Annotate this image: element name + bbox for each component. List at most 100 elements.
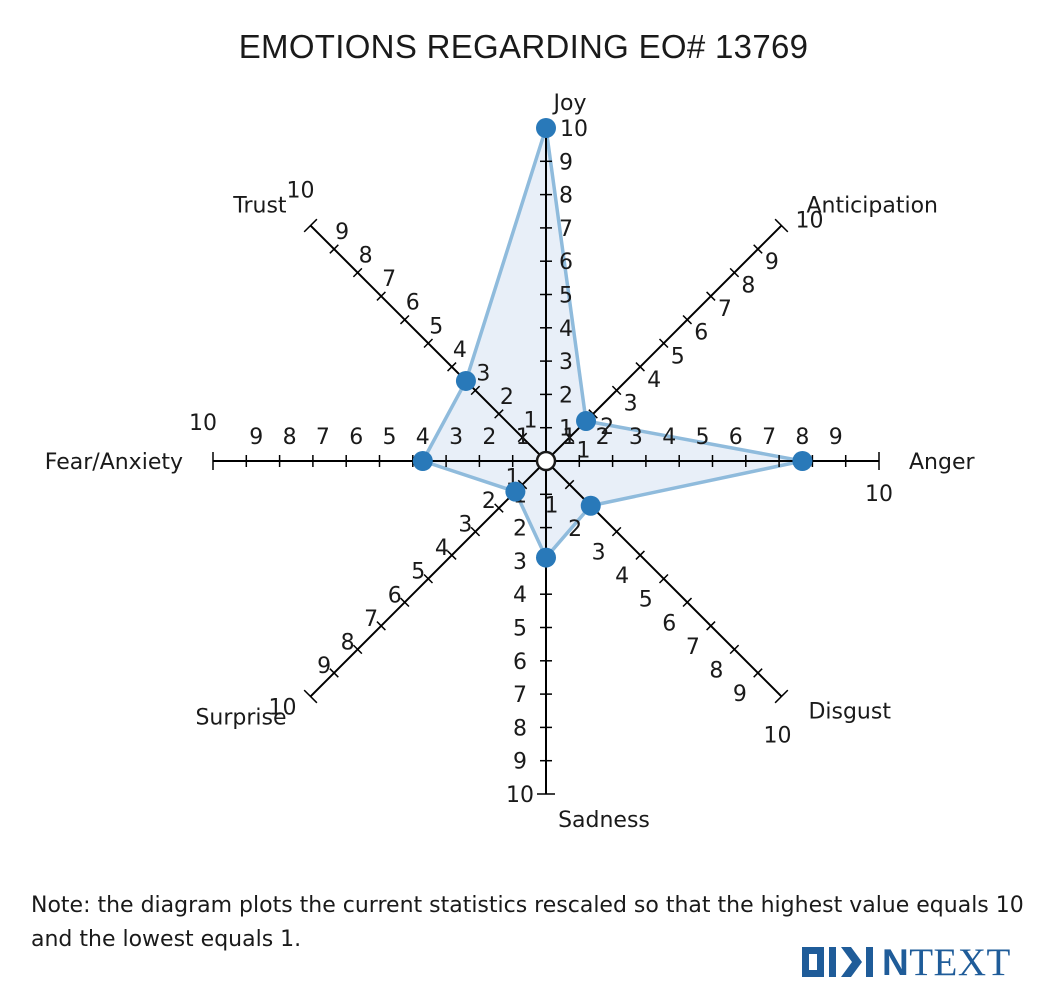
axis-tick (423, 573, 434, 584)
axis-tick (376, 621, 386, 631)
tick-label: 2 (596, 425, 610, 450)
tick-label: 2 (482, 425, 496, 450)
tick-label: 6 (513, 650, 527, 675)
data-point-fear-anxiety (412, 451, 433, 471)
tick-label: 5 (513, 617, 527, 642)
axis-tick (753, 668, 763, 678)
tick-label: 6 (559, 250, 573, 275)
axis-tick (470, 385, 481, 396)
tick-label: 8 (795, 425, 809, 450)
tick-label: 3 (458, 513, 472, 538)
axis-label-sadness: Sadness (558, 808, 650, 833)
axis-tick (494, 409, 504, 419)
tick-label: 7 (559, 217, 573, 242)
logo-mark-icon (802, 947, 873, 977)
axis-tick (376, 291, 386, 301)
tick-label: 3 (629, 425, 643, 450)
axis-tick (564, 479, 575, 490)
chart-title: EMOTIONS REGARDING EO# 13769 (238, 28, 809, 65)
tick-label: 1 (516, 425, 530, 450)
tick-label: 2 (482, 489, 496, 514)
logo-wordmark: NTEXT (882, 940, 1011, 984)
axis-tick (635, 362, 645, 372)
tick-label: 5 (671, 344, 685, 369)
axis-label-disgust: Disgust (808, 699, 891, 724)
data-point-trust (455, 370, 476, 391)
tick-label: 4 (416, 425, 430, 450)
tick-label: 4 (615, 564, 629, 589)
tick-label: 6 (694, 321, 708, 346)
tick-label: 6 (406, 291, 420, 316)
tick-label: 9 (765, 250, 779, 275)
axis-tick (774, 218, 789, 233)
axis-tick (682, 314, 693, 325)
tick-label: 4 (662, 425, 676, 450)
data-point-joy (536, 118, 556, 138)
axis-tick (774, 689, 789, 704)
axis-tick (423, 338, 434, 349)
axis-tick (564, 432, 575, 443)
tick-label: 6 (388, 583, 402, 608)
tick-label: 7 (513, 683, 527, 708)
footnote: Note: the diagram plots the current stat… (31, 893, 1024, 952)
axis-label-anger: Anger (909, 450, 975, 475)
axis-tick (611, 385, 622, 396)
axis-tick (658, 338, 669, 349)
tick-label: 4 (453, 338, 467, 363)
tick-label: 7 (364, 607, 378, 632)
axis-tick (706, 291, 716, 301)
tick-label: 2 (513, 517, 527, 542)
tick-label: 4 (513, 583, 527, 608)
axis-tick (329, 244, 339, 254)
axis-label-trust: Trust (232, 194, 287, 219)
tick-label: 7 (316, 425, 330, 450)
tick-label: 5 (639, 588, 653, 613)
axis-label-fear-anxiety: Fear/Anxiety (45, 450, 183, 475)
axis-tick (399, 597, 410, 608)
tick-label: 3 (449, 425, 463, 450)
tick-label: 3 (476, 361, 490, 386)
tick-label: 3 (624, 391, 638, 416)
axis-label-joy: Joy (552, 91, 587, 116)
axis-label-anticipation: Anticipation (806, 194, 938, 219)
axis-tick (729, 644, 740, 655)
tick-label: 4 (647, 368, 661, 393)
tick-label: 3 (559, 350, 573, 375)
data-point-anger (792, 451, 813, 471)
axis-label-surprise: Surprise (195, 705, 286, 730)
tick-label: 9 (249, 425, 263, 450)
axis-tick (329, 668, 339, 678)
data-point-surprise (505, 481, 526, 502)
tick-label: 10 (506, 783, 534, 808)
tick-label: 2 (500, 385, 514, 410)
tick-label: 7 (382, 267, 396, 292)
axis-tick (494, 503, 504, 513)
tick-label: 6 (349, 425, 363, 450)
axis-tick (352, 644, 363, 655)
origin-marker (535, 450, 557, 472)
tick-label: 10 (287, 179, 315, 204)
axis-tick (682, 597, 693, 608)
tick-label: 9 (335, 220, 349, 245)
axis-tick (611, 526, 622, 537)
tick-label: 1 (545, 494, 559, 519)
axis-tick (352, 267, 363, 278)
axis-tick (517, 432, 528, 443)
axis-tick (399, 314, 410, 325)
axis-tick (729, 267, 740, 278)
tick-label: 8 (741, 274, 755, 299)
data-point-sadness (536, 547, 556, 568)
tick-label: 6 (729, 425, 743, 450)
brand-logo: NTEXT (800, 940, 1011, 984)
tick-label: 3 (592, 541, 606, 566)
tick-label: 10 (189, 411, 217, 436)
tick-label: 5 (429, 314, 443, 339)
axis-tick (470, 526, 481, 537)
tick-label: 9 (513, 750, 527, 775)
axis-tick (706, 621, 716, 631)
tick-label: 2 (568, 517, 582, 542)
data-point-disgust (580, 495, 601, 516)
tick-label: 7 (686, 635, 700, 660)
tick-label: 2 (559, 383, 573, 408)
